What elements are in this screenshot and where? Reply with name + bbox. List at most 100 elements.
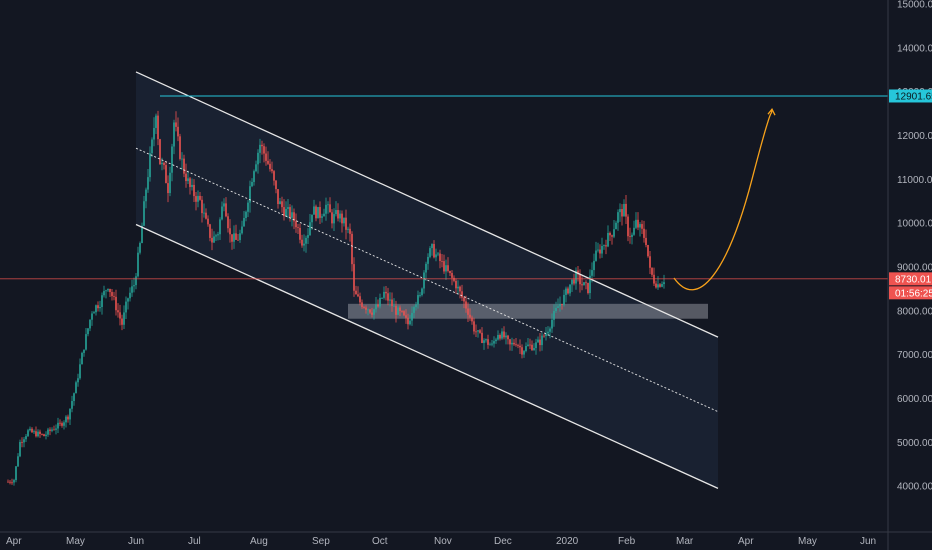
candle-up[interactable]	[397, 307, 399, 315]
candle-up[interactable]	[429, 248, 431, 257]
candle-up[interactable]	[431, 244, 433, 249]
candle-up[interactable]	[245, 211, 247, 219]
candle-down[interactable]	[341, 213, 343, 224]
candle-up[interactable]	[615, 222, 617, 230]
candle-down[interactable]	[119, 312, 121, 319]
candle-up[interactable]	[327, 204, 329, 206]
candle-up[interactable]	[127, 298, 129, 302]
candle-down[interactable]	[609, 232, 611, 236]
candle-down[interactable]	[655, 283, 657, 288]
candle-up[interactable]	[63, 422, 65, 426]
candle-down[interactable]	[443, 261, 445, 272]
candle-up[interactable]	[197, 195, 199, 202]
candle-down[interactable]	[453, 277, 455, 281]
candle-up[interactable]	[325, 204, 327, 214]
candle-up[interactable]	[533, 348, 535, 351]
candle-up[interactable]	[525, 345, 527, 352]
candle-down[interactable]	[471, 317, 473, 322]
candle-down[interactable]	[209, 224, 211, 238]
channel-middle-line[interactable]	[135, 147, 719, 413]
candle-up[interactable]	[37, 431, 39, 437]
candle-up[interactable]	[497, 334, 499, 340]
candle-down[interactable]	[519, 345, 521, 348]
candle-up[interactable]	[307, 235, 309, 238]
candle-up[interactable]	[241, 226, 243, 234]
candle-down[interactable]	[351, 233, 353, 265]
candle-up[interactable]	[105, 290, 107, 292]
candle-up[interactable]	[321, 216, 323, 218]
candle-up[interactable]	[489, 344, 491, 346]
candle-up[interactable]	[435, 254, 437, 258]
candle-up[interactable]	[631, 234, 633, 237]
channel-lower-line[interactable]	[135, 223, 719, 489]
candle-down[interactable]	[195, 196, 197, 202]
candle-up[interactable]	[305, 237, 307, 244]
support-zone[interactable]	[348, 303, 708, 319]
candle-down[interactable]	[643, 228, 645, 238]
candle-up[interactable]	[73, 393, 75, 402]
candle-up[interactable]	[309, 222, 311, 236]
candle-up[interactable]	[161, 162, 163, 165]
candle-down[interactable]	[175, 122, 177, 127]
candle-up[interactable]	[75, 382, 77, 394]
candle-up[interactable]	[633, 227, 635, 235]
price-axis[interactable]: 15000.0014000.0013000.0012000.0011000.00…	[887, 0, 932, 550]
candle-down[interactable]	[355, 290, 357, 295]
candle-up[interactable]	[423, 272, 425, 289]
candle-up[interactable]	[313, 206, 315, 215]
candle-up[interactable]	[541, 335, 543, 346]
candle-up[interactable]	[523, 351, 525, 355]
candle-up[interactable]	[239, 233, 241, 241]
candle-up[interactable]	[23, 439, 25, 443]
candle-up[interactable]	[575, 270, 577, 284]
candle-up[interactable]	[373, 309, 375, 315]
candle-down[interactable]	[53, 429, 55, 431]
candle-up[interactable]	[411, 312, 413, 321]
candle-up[interactable]	[133, 285, 135, 287]
candle-up[interactable]	[249, 186, 251, 203]
candle-up[interactable]	[427, 256, 429, 264]
candle-up[interactable]	[339, 213, 341, 219]
candle-down[interactable]	[359, 296, 361, 303]
candle-down[interactable]	[289, 207, 291, 218]
candle-down[interactable]	[371, 312, 373, 315]
candle-down[interactable]	[49, 429, 51, 431]
candle-up[interactable]	[87, 328, 89, 335]
candle-down[interactable]	[113, 296, 115, 297]
candle-up[interactable]	[559, 303, 561, 307]
candle-up[interactable]	[287, 207, 289, 209]
candle-up[interactable]	[595, 250, 597, 261]
candle-down[interactable]	[165, 165, 167, 184]
candle-down[interactable]	[189, 178, 191, 187]
candle-down[interactable]	[121, 318, 123, 325]
candle-down[interactable]	[641, 224, 643, 229]
candle-down[interactable]	[507, 335, 509, 340]
candle-up[interactable]	[603, 245, 605, 247]
candle-down[interactable]	[387, 293, 389, 301]
candle-down[interactable]	[229, 228, 231, 235]
candle-up[interactable]	[425, 263, 427, 273]
candle-up[interactable]	[477, 330, 479, 332]
candle-up[interactable]	[445, 265, 447, 272]
candle-up[interactable]	[77, 378, 79, 383]
candle-down[interactable]	[261, 144, 263, 147]
candle-up[interactable]	[279, 201, 281, 205]
candle-down[interactable]	[399, 307, 401, 311]
candle-down[interactable]	[573, 279, 575, 284]
candle-up[interactable]	[257, 152, 259, 165]
candle-up[interactable]	[253, 171, 255, 182]
candle-down[interactable]	[651, 267, 653, 275]
candle-down[interactable]	[599, 249, 601, 254]
candle-down[interactable]	[451, 273, 453, 278]
candle-down[interactable]	[277, 189, 279, 205]
candle-down[interactable]	[297, 227, 299, 229]
candle-down[interactable]	[167, 183, 169, 194]
candle-up[interactable]	[393, 305, 395, 307]
candle-down[interactable]	[9, 481, 11, 483]
candle-down[interactable]	[43, 434, 45, 437]
candle-up[interactable]	[555, 307, 557, 311]
candle-down[interactable]	[403, 311, 405, 316]
candle-down[interactable]	[567, 288, 569, 294]
candle-down[interactable]	[31, 428, 33, 433]
candle-down[interactable]	[21, 441, 23, 443]
